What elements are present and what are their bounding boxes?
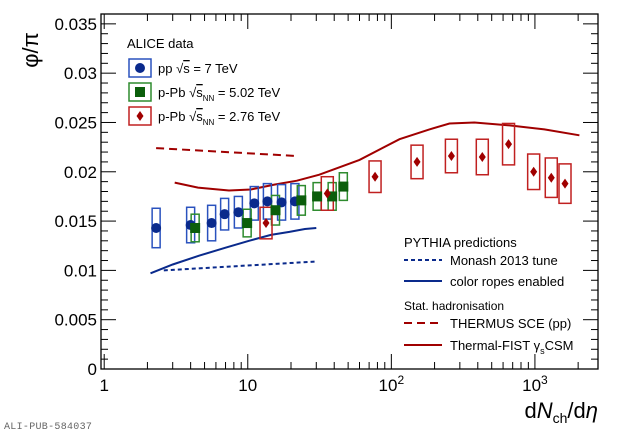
legend-label: THERMUS SCE (pp) (450, 316, 571, 331)
data-point-diamond (530, 166, 538, 177)
data-point-square (296, 195, 307, 206)
publication-id: ALI-PUB-584037 (4, 422, 93, 433)
data-point-circle (151, 222, 162, 233)
legend-label: Monash 2013 tune (450, 253, 558, 268)
syst-box (475, 138, 490, 176)
curve-monash-2013-tune (163, 260, 317, 272)
y-axis-title: φ/π (18, 32, 43, 68)
x-axis-title: dNch/dη (524, 398, 598, 426)
data-point-square (312, 191, 323, 202)
data-point-circle (276, 197, 287, 208)
model-legend-group1-header: PYTHIA predictions (404, 235, 517, 250)
y-tick-label: 0.025 (54, 113, 97, 132)
data-point-diamond (262, 218, 270, 229)
y-tick-label: 0.02 (64, 163, 97, 182)
syst-box (558, 163, 572, 205)
syst-box (501, 122, 516, 166)
syst-box (259, 206, 273, 240)
syst-box (544, 157, 559, 199)
data-point-square (270, 205, 281, 216)
data-point-diamond (505, 139, 513, 150)
x-axis: 1 10 102 103 (99, 14, 579, 395)
syst-box (368, 160, 382, 194)
y-tick-label: 0.015 (54, 212, 97, 231)
data-point-diamond (447, 151, 455, 161)
y-axis: 0 0.005 0.01 0.015 0.02 0.025 0.03 0.035 (54, 13, 598, 379)
data-point-square (338, 181, 349, 192)
y-tick-label: 0.03 (64, 64, 97, 83)
curve-thermal-fist-scsm (174, 121, 580, 192)
data-legend-header: ALICE data (127, 36, 194, 51)
y-tick-label: 0.01 (64, 261, 97, 280)
model-curves (150, 121, 580, 275)
legend-label: pp √s = 7 TeV (158, 61, 238, 76)
axis-titles: φ/π dNch/dη (18, 32, 598, 426)
y-tick-label: 0.035 (54, 15, 97, 34)
legend-label: color ropes enabled (450, 274, 564, 289)
data-point-circle (206, 218, 217, 229)
x-tick-label: 103 (522, 373, 548, 395)
data-point-circle (135, 63, 145, 73)
y-tick-label: 0.005 (54, 311, 97, 330)
data-point-square (190, 222, 201, 233)
data-point-circle (249, 198, 260, 209)
data-point-diamond (323, 188, 331, 199)
y-tick-label: 0 (88, 360, 97, 379)
data-point-diamond (136, 111, 144, 121)
data-point-diamond (413, 156, 421, 167)
legend-box (128, 58, 152, 78)
legend-box (128, 82, 152, 102)
data-point-diamond (371, 171, 379, 182)
legend-label: Thermal-FIST γsCSM (450, 338, 573, 356)
data-point-diamond (547, 172, 555, 183)
curve-color-ropes-enabled (150, 227, 317, 275)
data-point-diamond (478, 151, 486, 162)
x-tick-label: 102 (379, 373, 405, 395)
data-legend: ALICE data pp √s = 7 TeV p-Pb √sNN = 5.02… (127, 36, 281, 127)
syst-box (526, 153, 541, 191)
x-tick-label: 10 (238, 376, 257, 395)
model-legend-group2-header: Stat. hadronisation (404, 299, 504, 313)
syst-box (444, 138, 459, 174)
legend-label: p-Pb √sNN = 2.76 TeV (158, 109, 281, 127)
syst-box (410, 144, 424, 180)
legend-label: p-Pb √sNN = 5.02 TeV (158, 85, 281, 103)
model-legend: PYTHIA predictions Stat. hadronisation M… (404, 235, 573, 356)
legend-box (128, 106, 152, 126)
data-point-circle (262, 196, 273, 207)
curve-thermus-sce-pp- (156, 147, 297, 157)
data-point-circle (233, 207, 244, 218)
data-point-square (242, 218, 253, 229)
data-points (151, 139, 569, 233)
data-point-circle (219, 209, 230, 220)
data-point-square (327, 191, 338, 202)
data-point-square (135, 87, 145, 97)
data-point-diamond (561, 178, 569, 189)
x-tick-label: 1 (99, 376, 108, 395)
